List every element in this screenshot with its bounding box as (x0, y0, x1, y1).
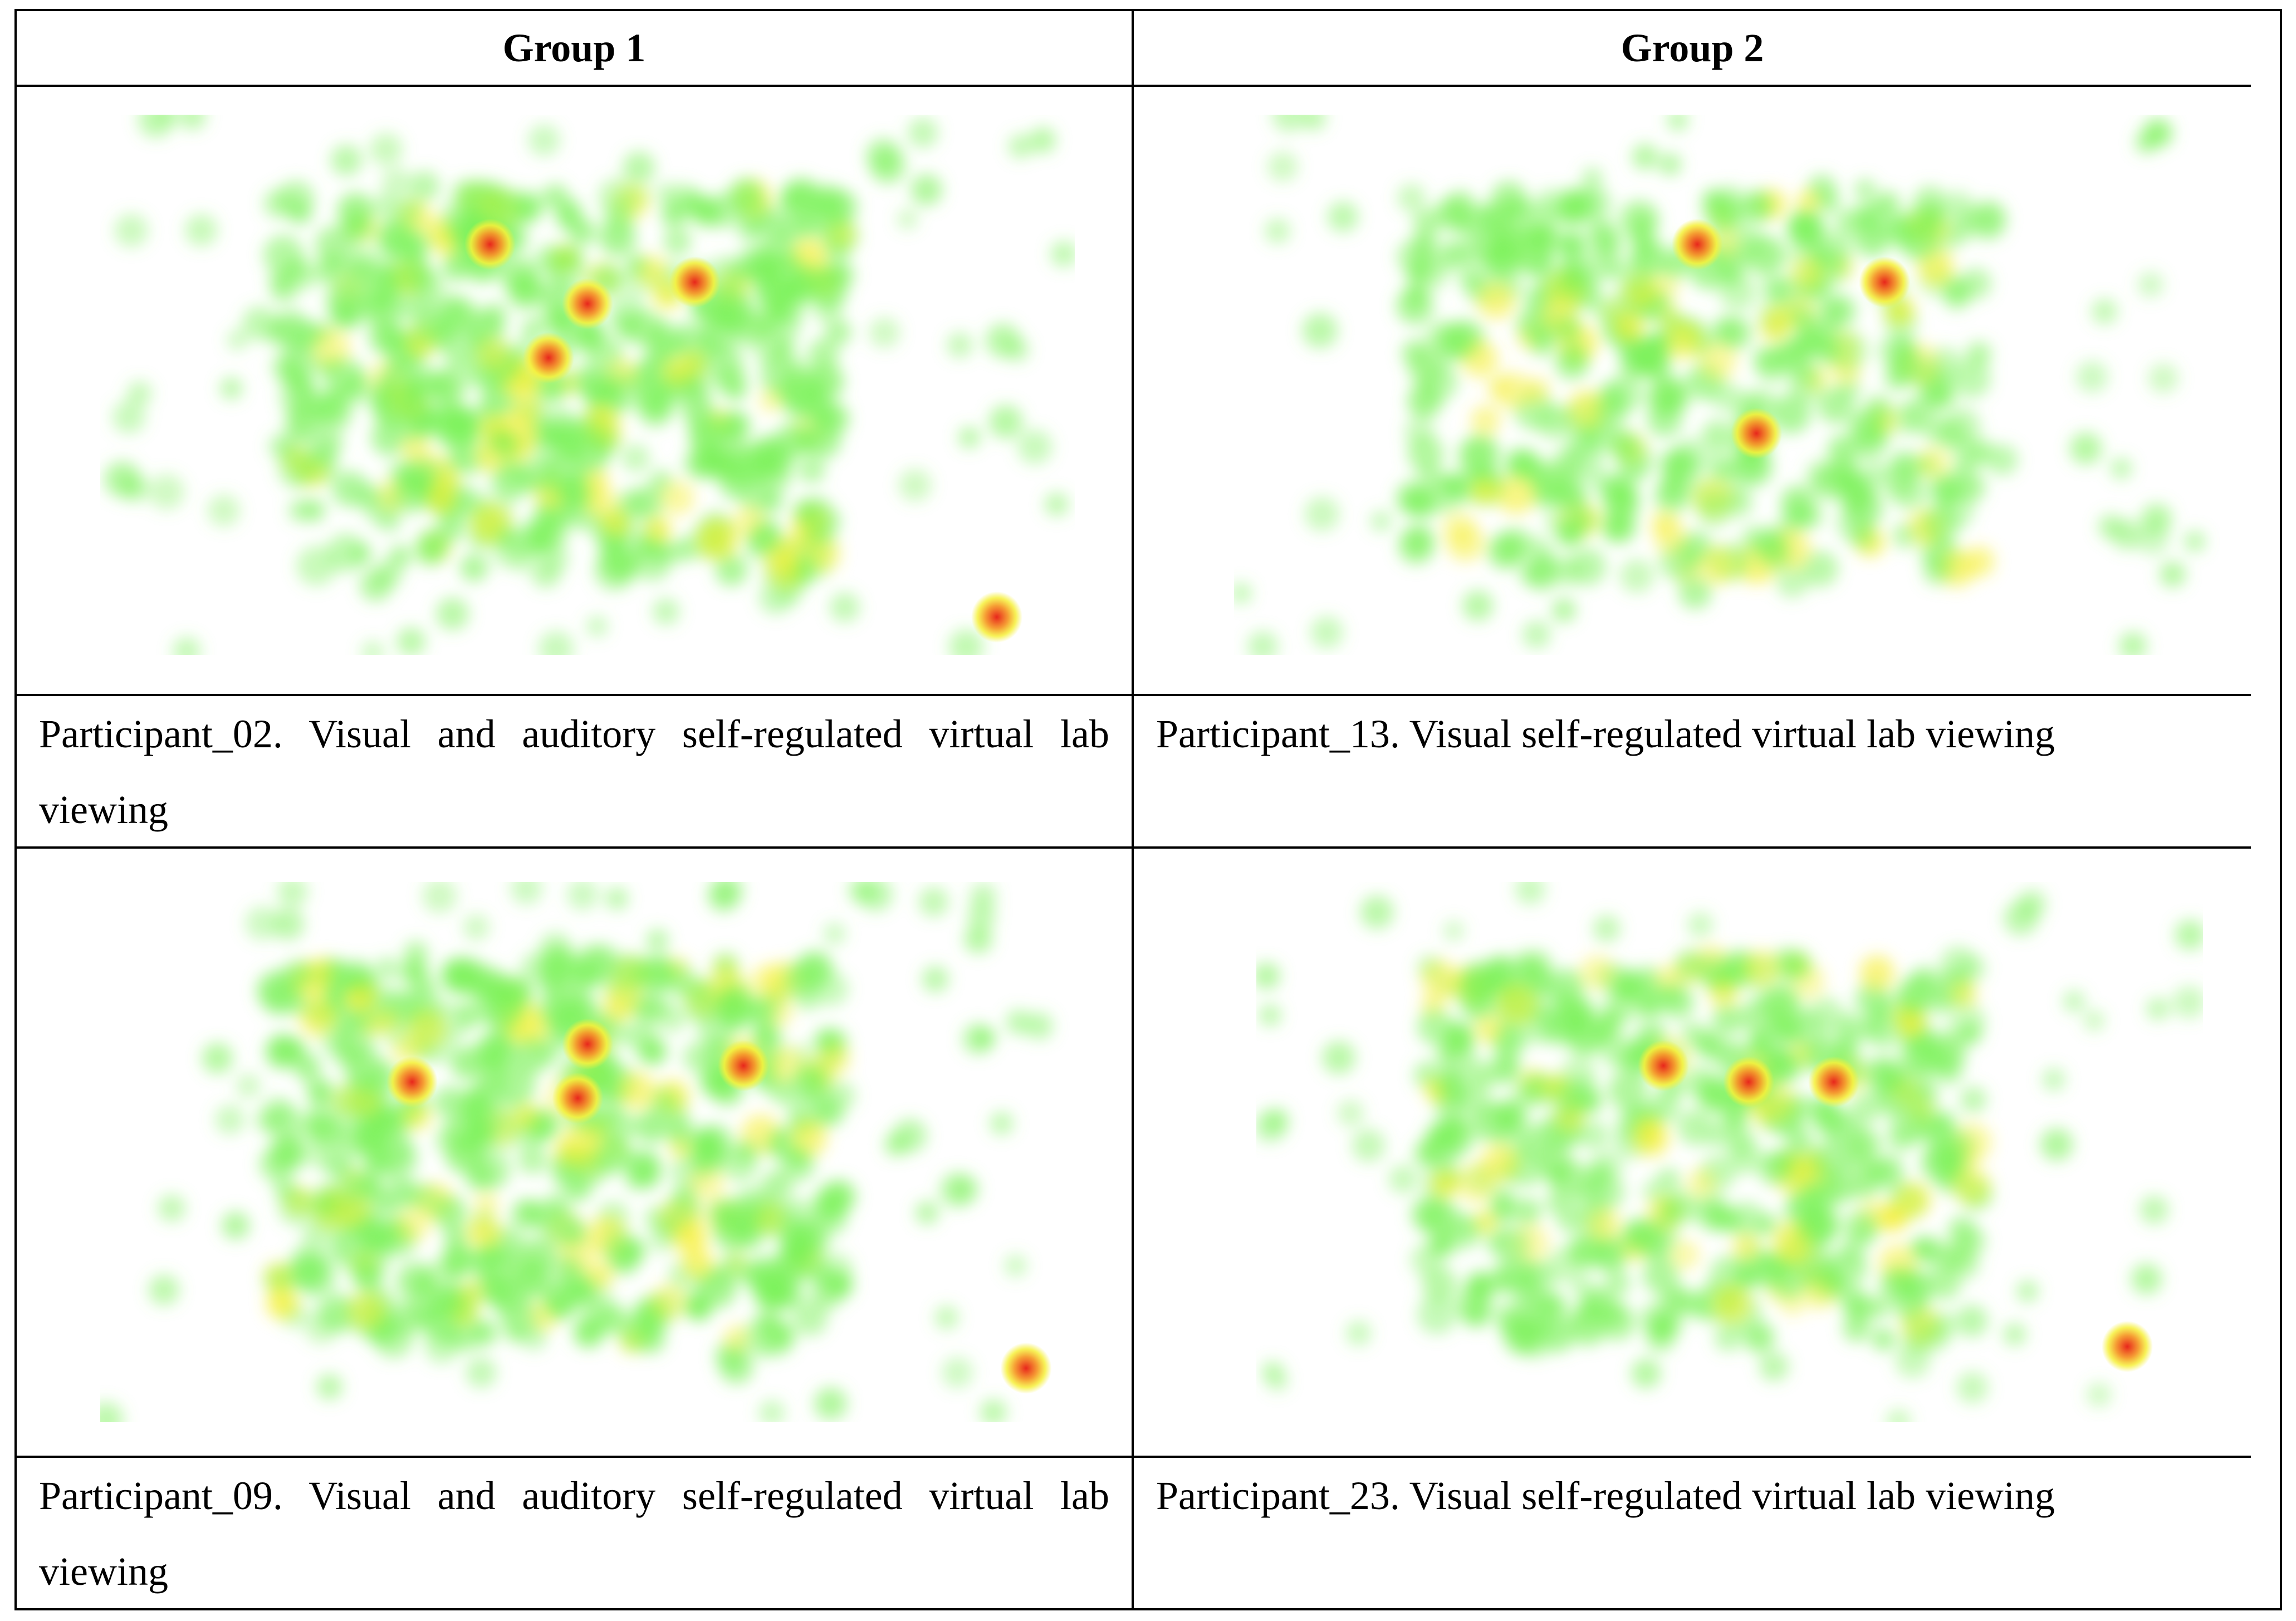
heatmap-cell-participant-13 (1134, 87, 2251, 696)
caption-participant-09: Participant_09. Visual and auditory self… (17, 1458, 1134, 1610)
heatmap-fixation-layer (104, 115, 1075, 655)
heatmap-hotspot (464, 218, 516, 270)
heatmap-comparison-table: Group 1 Group 2 Participant_02. Visual a… (14, 9, 2282, 1610)
caption-participant-02: Participant_02. Visual and auditory self… (17, 696, 1134, 849)
heatmap-hotspot (1808, 1056, 1859, 1108)
heatmap-fixation-layer (1256, 882, 2203, 1422)
heatmap-hotspot (552, 1072, 604, 1124)
column-header-group-2: Group 2 (1134, 11, 2251, 87)
heatmap-hotspot (386, 1056, 438, 1108)
heatmap-cell-participant-09 (17, 849, 1134, 1458)
caption-text: Participant_13. Visual self-regulated vi… (1156, 712, 2055, 756)
caption-participant-13: Participant_13. Visual self-regulated vi… (1134, 696, 2251, 849)
header-label: Group 2 (1621, 25, 1764, 70)
heatmap-hotspot (562, 1018, 613, 1070)
heatmap-fixation-layer (1234, 115, 2206, 655)
heatmap-hotspot (1638, 1040, 1689, 1091)
heatmap-hotspot (718, 1040, 769, 1091)
gaze-heatmap-image (1256, 882, 2203, 1422)
heatmap-hotspot (523, 332, 574, 384)
caption-participant-23: Participant_23. Visual self-regulated vi… (1134, 1458, 2251, 1610)
column-header-group-1: Group 1 (17, 11, 1134, 87)
heatmap-cell-participant-23 (1134, 849, 2251, 1458)
caption-text: Participant_02. Visual and auditory self… (39, 712, 1109, 832)
heatmap-fixation-layer (100, 882, 1053, 1422)
heatmap-hotspot (1731, 408, 1783, 459)
gaze-heatmap-image (100, 882, 1053, 1422)
heatmap-hotspot (971, 591, 1022, 643)
heatmap-hotspot (1000, 1343, 1052, 1394)
heatmap-hotspot (562, 278, 613, 330)
heatmap-hotspot (1723, 1056, 1774, 1108)
header-label: Group 1 (502, 25, 646, 70)
caption-text: Participant_23. Visual self-regulated vi… (1156, 1473, 2055, 1518)
gaze-heatmap-image (1234, 115, 2206, 655)
heatmap-hotspot (1671, 218, 1723, 270)
heatmap-hotspot (1859, 256, 1911, 308)
gaze-heatmap-image (104, 115, 1075, 655)
heatmap-cell-participant-02 (17, 87, 1134, 696)
caption-text: Participant_09. Visual and auditory self… (39, 1473, 1109, 1594)
heatmap-hotspot (669, 256, 721, 308)
heatmap-hotspot (2102, 1321, 2153, 1373)
